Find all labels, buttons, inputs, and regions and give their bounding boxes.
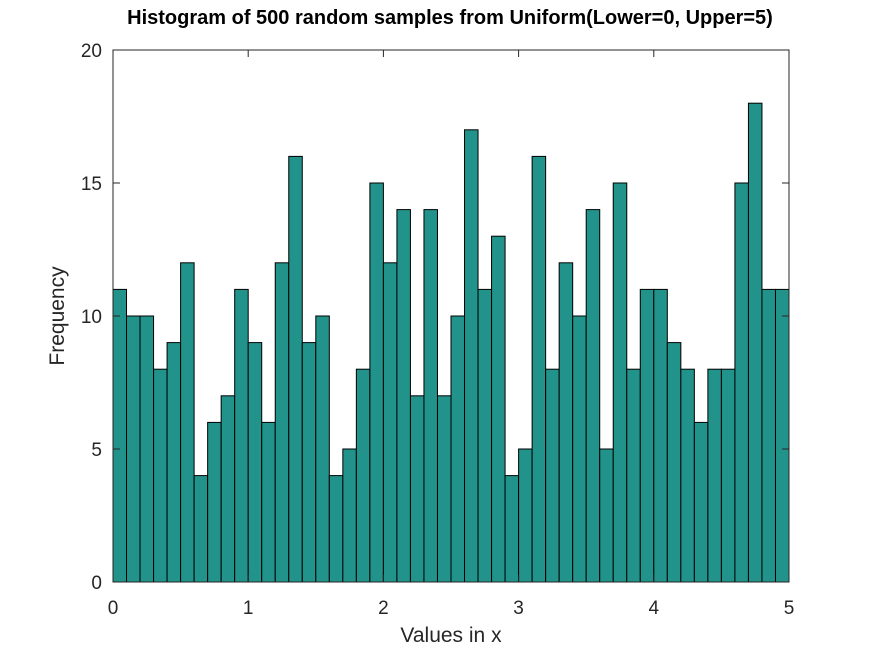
histogram-bar (180, 262, 195, 583)
histogram-bar (639, 288, 655, 583)
x-tick-label: 3 (513, 598, 524, 619)
histogram-bar (450, 315, 466, 583)
histogram-bar (112, 288, 128, 583)
histogram-bar (423, 209, 438, 583)
histogram-bar (261, 421, 276, 583)
histogram-bar (207, 421, 222, 583)
y-tick-label: 20 (81, 41, 102, 62)
histogram-bar (396, 209, 411, 583)
histogram-bar (355, 368, 371, 583)
x-tick-label: 1 (243, 598, 254, 619)
histogram-bar (382, 262, 398, 583)
y-tick-label: 5 (91, 440, 102, 461)
histogram-bar (626, 368, 641, 583)
histogram-bar (409, 395, 425, 583)
histogram-bar (220, 395, 236, 583)
histogram-bar (274, 262, 290, 583)
histogram-bar (436, 395, 452, 583)
histogram-bar (572, 315, 587, 583)
histogram-bar (139, 315, 155, 583)
histogram-bar (153, 368, 168, 583)
histogram-bar (653, 288, 668, 583)
histogram-bar (558, 262, 574, 583)
histogram-bar (464, 129, 479, 583)
ticks-group: 0 1 2 3 4 5 0 5 10 15 20 (81, 41, 794, 619)
x-axis-label: Values in x (400, 624, 502, 647)
chart-title: Histogram of 500 random samples from Uni… (127, 7, 773, 29)
x-tick-label: 5 (784, 598, 795, 619)
histogram-bar (612, 182, 628, 583)
histogram-bar (193, 475, 209, 583)
y-tick-label: 10 (81, 307, 102, 328)
histogram-bar (545, 368, 560, 583)
histogram-bar (504, 475, 520, 583)
histogram-bar (477, 288, 493, 583)
x-tick-label: 2 (378, 598, 389, 619)
bars-group (112, 102, 790, 583)
histogram-bar (328, 475, 344, 583)
y-tick-label: 15 (81, 174, 102, 195)
histogram-bar (491, 235, 506, 583)
histogram-bar (126, 315, 141, 583)
y-tick-label: 0 (91, 573, 102, 594)
histogram-bar (247, 342, 263, 583)
histogram-bar (531, 155, 547, 583)
histogram-bar (599, 448, 614, 583)
histogram-bar (707, 368, 722, 583)
x-tick-label: 4 (649, 598, 660, 619)
histogram-bar (288, 155, 303, 583)
y-axis-label: Frequency (46, 266, 69, 366)
histogram-bar (774, 288, 790, 583)
histogram-bar (518, 448, 533, 583)
histogram-bar (301, 342, 317, 583)
histogram-bar (342, 448, 357, 583)
histogram-bar (747, 102, 763, 583)
histogram-bar (585, 209, 601, 583)
histogram-bar (166, 342, 182, 583)
histogram-bar (693, 421, 709, 583)
histogram-bar (734, 182, 749, 583)
histogram-bar (666, 342, 682, 583)
x-tick-label: 0 (108, 598, 119, 619)
histogram-bar (761, 288, 776, 583)
histogram-bar (369, 182, 384, 583)
histogram-bar (315, 315, 330, 583)
histogram-bar (680, 368, 695, 583)
histogram-bar (720, 368, 736, 583)
histogram-bar (234, 288, 249, 583)
